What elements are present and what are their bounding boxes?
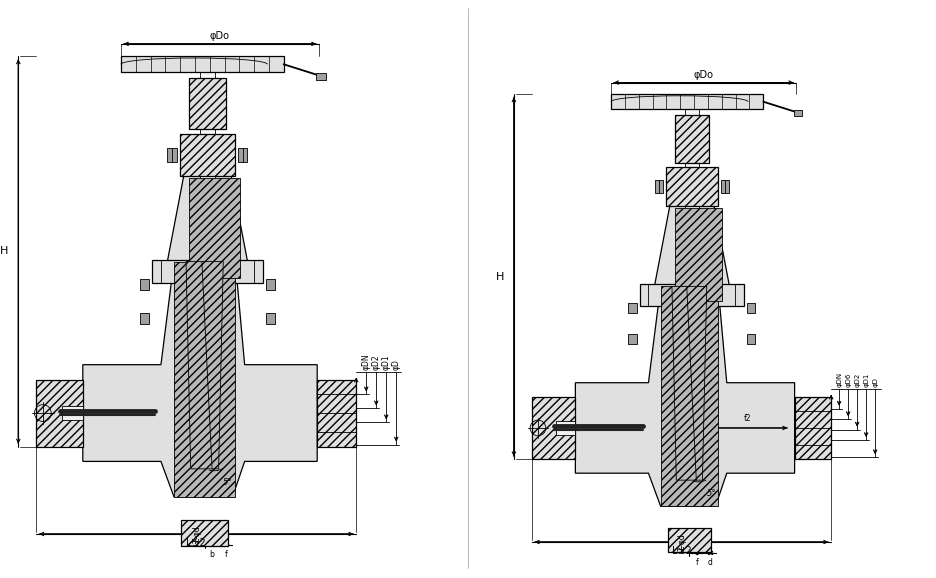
Bar	[121, 57, 284, 72]
Bar	[628, 303, 637, 313]
Text: φDN: φDN	[836, 372, 842, 387]
Text: L±2: L±2	[186, 538, 206, 548]
Polygon shape	[174, 262, 235, 497]
Text: φD2: φD2	[372, 354, 381, 369]
Bar	[721, 180, 729, 194]
Polygon shape	[665, 167, 718, 206]
Polygon shape	[640, 284, 744, 306]
Bar	[747, 334, 755, 344]
Polygon shape	[576, 287, 795, 506]
Bar	[611, 94, 763, 109]
Bar	[556, 421, 576, 435]
Text: φD1: φD1	[382, 354, 390, 369]
Bar	[266, 279, 275, 290]
Bar	[628, 334, 637, 344]
Text: Z-φd: Z-φd	[678, 533, 686, 551]
Polygon shape	[180, 134, 235, 176]
Polygon shape	[186, 262, 224, 469]
Polygon shape	[661, 287, 718, 506]
Polygon shape	[651, 206, 733, 306]
Text: b: b	[210, 550, 214, 559]
Bar	[685, 109, 699, 271]
Polygon shape	[189, 178, 240, 278]
Bar	[794, 109, 802, 117]
Text: 5°: 5°	[224, 479, 233, 487]
Bar	[316, 73, 326, 80]
Polygon shape	[672, 287, 707, 480]
Polygon shape	[152, 260, 263, 283]
Bar	[139, 313, 149, 324]
Polygon shape	[675, 115, 709, 162]
Polygon shape	[317, 380, 357, 447]
Bar	[747, 303, 755, 313]
Polygon shape	[532, 397, 576, 460]
Text: Z-φd: Z-φd	[193, 525, 201, 543]
Polygon shape	[667, 528, 711, 553]
Text: L±2: L±2	[672, 546, 692, 556]
Polygon shape	[82, 262, 317, 497]
Text: f: f	[696, 558, 698, 567]
Text: φD6: φD6	[845, 372, 851, 387]
Bar	[266, 313, 275, 324]
Polygon shape	[37, 380, 82, 447]
Bar	[168, 147, 177, 162]
Bar	[139, 279, 149, 290]
Polygon shape	[182, 520, 227, 546]
Text: H: H	[495, 272, 504, 282]
Bar	[238, 147, 247, 162]
Text: φDo: φDo	[694, 69, 714, 80]
Text: φD: φD	[392, 359, 401, 369]
Text: φDN: φDN	[361, 353, 371, 369]
Text: d: d	[708, 558, 713, 567]
Text: H: H	[0, 246, 8, 257]
Polygon shape	[163, 176, 252, 283]
Text: φD: φD	[872, 377, 878, 387]
Polygon shape	[795, 397, 831, 460]
Polygon shape	[675, 208, 723, 301]
Text: φD1: φD1	[863, 372, 870, 387]
Polygon shape	[189, 78, 226, 129]
Text: f2: f2	[743, 414, 751, 423]
Text: φDo: φDo	[210, 31, 230, 41]
Bar	[200, 72, 215, 246]
Bar	[654, 180, 664, 194]
Text: φD2: φD2	[855, 372, 860, 387]
Bar	[63, 406, 82, 420]
Text: 5°: 5°	[707, 489, 716, 498]
Text: f: f	[225, 550, 227, 559]
